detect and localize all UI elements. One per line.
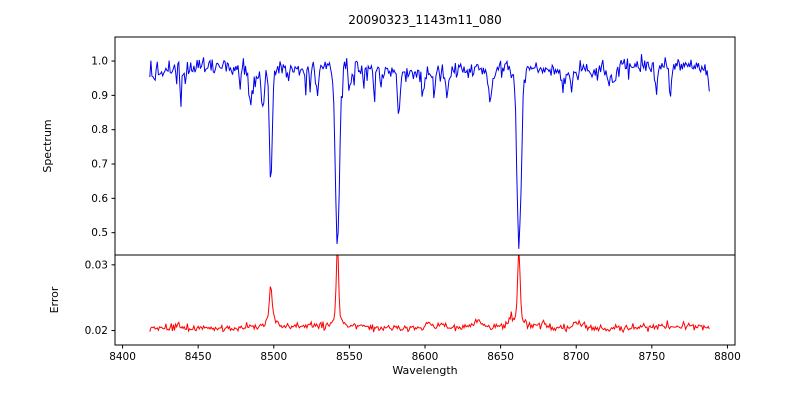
y-tick-label-error: 0.03 [85,259,108,271]
plot-frame-spectrum [114,36,736,256]
error-line [149,255,710,334]
y-tick-label-spectrum: 1.0 [91,56,108,68]
y-tick-label-spectrum: 0.5 [91,227,108,239]
x-tick-label: 8600 [412,351,439,363]
x-tick-label: 8400 [109,351,136,363]
x-tick-label: 8550 [336,351,363,363]
y-tick-label-error: 0.02 [85,325,108,337]
y-tick-label-spectrum: 0.8 [91,124,108,136]
spectrum-line [149,54,710,249]
x-tick-label: 8750 [638,351,665,363]
y-tick-label-spectrum: 0.7 [91,159,108,171]
plot-frame-error [114,254,736,346]
y-tick-label-spectrum: 0.9 [91,90,108,102]
x-tick-label: 8800 [714,351,741,363]
x-tick-label: 8650 [487,351,514,363]
x-axis-label: Wavelength [392,364,458,377]
x-tick-label: 8500 [260,351,287,363]
x-tick-label: 8700 [563,351,590,363]
x-tick-label: 8450 [185,351,212,363]
y-tick-label-spectrum: 0.6 [91,193,108,205]
chart-title: 20090323_1143m11_080 [348,13,502,27]
